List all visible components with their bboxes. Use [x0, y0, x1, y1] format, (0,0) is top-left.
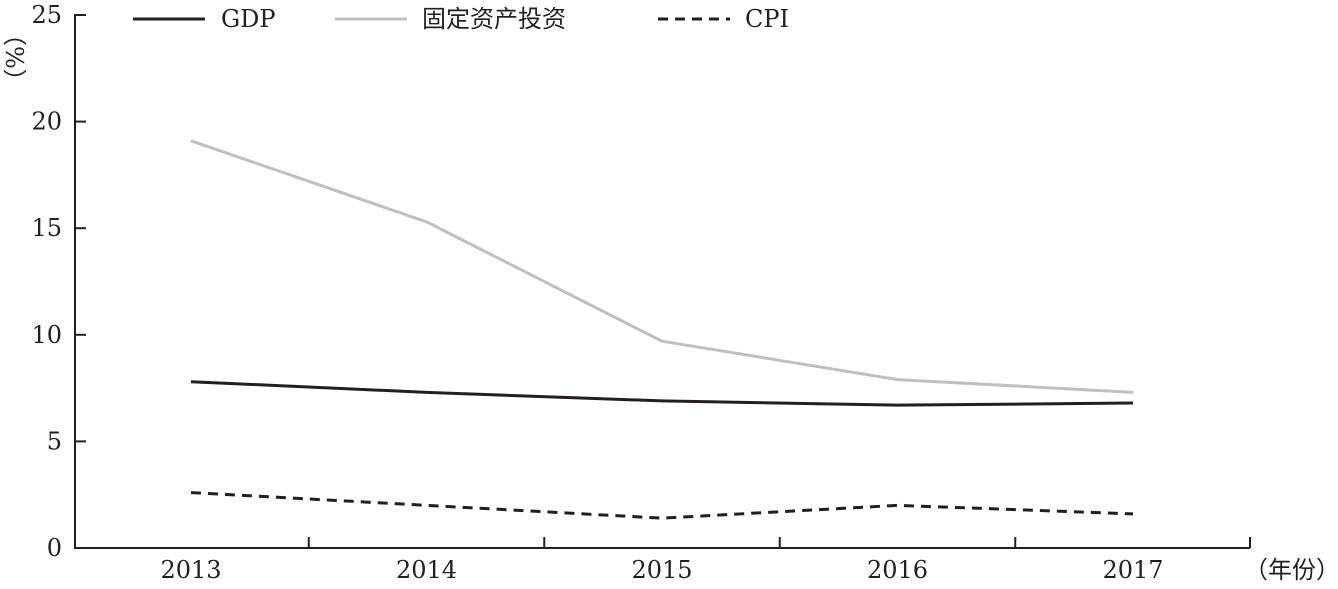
legend-label-0: GDP — [221, 5, 276, 33]
x-tick-label: 2017 — [1102, 556, 1163, 584]
y-tick-label: 15 — [31, 214, 62, 242]
x-tick-label: 2016 — [867, 556, 928, 584]
legend-label-1: 固定资产投资 — [422, 5, 566, 33]
legend-label-2: CPI — [745, 5, 789, 33]
y-axis-label: （%） — [0, 22, 28, 93]
series-line-1 — [190, 139, 1134, 394]
y-ticks: 0 5 10 15 20 25 — [31, 1, 86, 562]
y-tick-label: 20 — [31, 108, 62, 136]
series-line-0 — [190, 380, 1134, 407]
series-line-2 — [190, 491, 1134, 520]
x-tick-label: 2013 — [160, 556, 221, 584]
series-layer — [190, 139, 1134, 520]
x-tick-label: 2014 — [396, 556, 457, 584]
x-axis-label: （年份） — [1244, 556, 1338, 584]
y-tick-label: 5 — [47, 427, 62, 455]
y-tick-label: 10 — [31, 321, 62, 349]
x-ticks: 2013 2014 2015 2016 2017 — [160, 537, 1164, 584]
y-tick-label: 0 — [47, 534, 62, 562]
legend: GDP 固定资产投资 CPI — [133, 5, 789, 33]
x-tick-label: 2015 — [631, 556, 692, 584]
axes — [74, 14, 1251, 549]
y-tick-label: 25 — [31, 1, 62, 29]
